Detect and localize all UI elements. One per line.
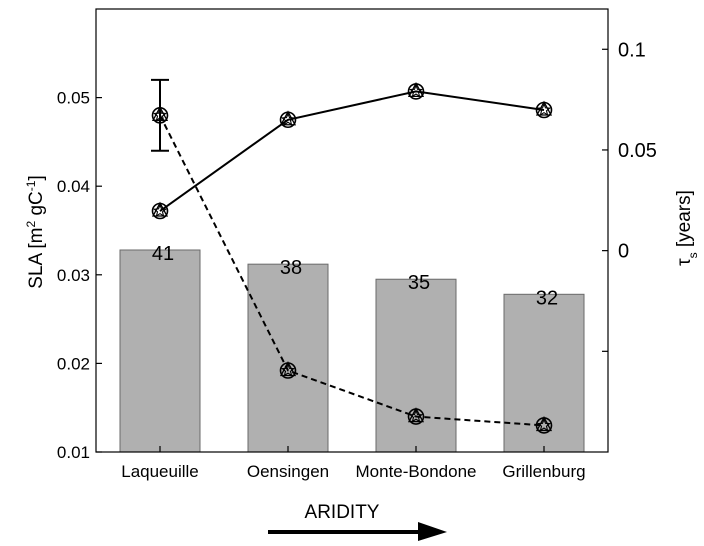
series-1-point-3-star: [408, 83, 424, 98]
plot-frame: [95, 8, 609, 453]
left-tick-label-1: 0.01: [57, 443, 90, 462]
x-axis-label: ARIDITY: [305, 502, 380, 523]
series-1-point-4-star: [536, 102, 552, 117]
series-2-point-3-star: [408, 409, 424, 423]
left-tick-label-3: 0.03: [57, 266, 90, 285]
left-tick-label-5: 0.05: [57, 89, 90, 108]
left-tick-label-4: 0.04: [57, 177, 90, 196]
bar-3: [375, 278, 457, 453]
series-1-point-2-star: [280, 112, 296, 126]
bar-label-2: 38: [280, 257, 302, 279]
series-2-point-4-star: [536, 417, 552, 432]
left-axis-label: SLA [m2 gC-1]: [24, 175, 47, 288]
lines-layer: [151, 78, 553, 434]
bar-label-3: 35: [408, 272, 430, 294]
right-tick-label-3: 0.05: [618, 140, 657, 162]
aridity-arrow: [268, 522, 447, 541]
bar-2: [247, 263, 329, 453]
bar-label-1: 41: [152, 243, 174, 265]
x-tick-label-1: Laqueuille: [121, 462, 199, 481]
bar-4: [503, 293, 585, 453]
series-1-line: [159, 90, 545, 212]
bar-label-4: 32: [536, 287, 558, 309]
series-2-point-1-star: [152, 107, 168, 122]
right-tick-label-4: 0.1: [618, 39, 646, 61]
right-axis-label: τs [years]: [674, 190, 700, 266]
x-tick-label-2: Oensingen: [247, 462, 329, 481]
bar-1: [119, 249, 201, 453]
series-1-point-1-star: [152, 203, 168, 218]
axes-layer: 0.01 0.02 0.03 0.04 0.05 0 0.05 0.1 Laqueuille Oe…: [57, 8, 657, 481]
series-2-point-2-star: [280, 362, 296, 377]
right-tick-label-2: 0: [618, 241, 629, 263]
bars-layer: 41 38 35 32: [119, 243, 585, 453]
x-tick-label-4: Grillenburg: [502, 462, 585, 481]
left-tick-label-2: 0.02: [57, 354, 90, 373]
series-2-line: [159, 114, 545, 427]
x-tick-label-3: Monte-Bondone: [356, 462, 477, 481]
